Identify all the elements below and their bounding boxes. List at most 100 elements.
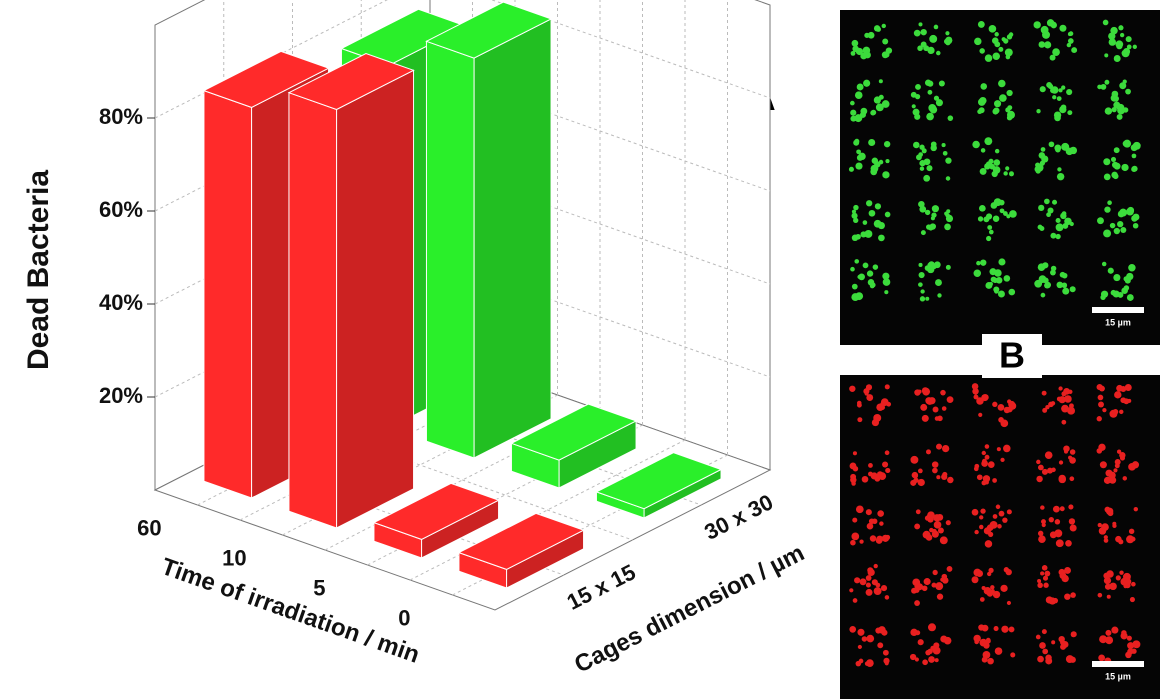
cell-dot: [990, 585, 995, 590]
cell-dot: [991, 37, 999, 44]
cell-dot: [855, 162, 863, 170]
cell-dot: [977, 20, 985, 28]
cell-dot: [882, 38, 889, 45]
cell-dot: [878, 626, 886, 634]
cell-dot: [868, 518, 875, 525]
cell-dot: [920, 41, 927, 48]
cell-dot: [864, 32, 870, 38]
z-axis-title: Cages dimension / µm: [570, 539, 808, 678]
cell-dot: [994, 647, 1003, 655]
cell-dot: [1109, 409, 1118, 418]
cell-dot: [1116, 113, 1123, 120]
cell-dot: [883, 657, 890, 664]
cell-dot: [871, 157, 879, 165]
cell-dot: [945, 176, 951, 181]
cell-dot: [850, 109, 857, 116]
micrographs: 15 µm 15 µm: [840, 10, 1160, 699]
cell-dot: [1041, 468, 1048, 475]
cell-dot: [862, 46, 871, 55]
cell-dot: [938, 80, 945, 87]
cell-dot: [917, 468, 923, 474]
cell-dot: [996, 447, 1001, 452]
cell-dot: [1044, 570, 1051, 577]
cell-dot: [1040, 571, 1045, 576]
cell-dot: [853, 217, 859, 224]
cell-dot: [1119, 82, 1127, 90]
cell-dot: [1050, 232, 1057, 239]
cell-dot: [931, 530, 939, 538]
cell-dot: [994, 32, 999, 37]
cell-dot: [910, 455, 919, 464]
cell-dot: [1007, 399, 1012, 404]
cell-dot: [1096, 383, 1103, 391]
cell-dot: [1069, 449, 1076, 455]
cell-dot: [851, 283, 858, 290]
cell-dot: [995, 504, 1001, 510]
cell-dot: [1119, 570, 1124, 575]
cell-dot: [983, 587, 992, 595]
cell-dot: [942, 444, 950, 453]
cell-dot: [1004, 48, 1013, 57]
cell-dot: [978, 412, 983, 417]
cell-dot: [1008, 288, 1016, 296]
cell-dot: [931, 461, 939, 468]
cell-dot: [1113, 147, 1120, 154]
cell-dot: [911, 104, 916, 109]
cell-dot: [978, 107, 985, 114]
cell-dot: [1056, 172, 1065, 181]
cell-dot: [1046, 19, 1055, 27]
cell-dot: [995, 276, 1003, 284]
cell-dot: [984, 454, 990, 460]
cell-dot: [851, 209, 857, 214]
cell-dot: [884, 211, 891, 218]
cell-dot: [991, 170, 998, 178]
cell-dot: [1059, 271, 1066, 278]
cell-dot: [973, 466, 979, 472]
cell-dot: [857, 644, 862, 650]
cell-dot: [1034, 279, 1043, 288]
cell-dot: [1100, 83, 1107, 90]
bar: [425, 1, 553, 459]
cell-dot: [1067, 110, 1073, 116]
cell-dot: [870, 164, 879, 173]
cell-dot: [982, 651, 991, 659]
bar-face: [202, 50, 330, 108]
cell-dot: [1105, 469, 1113, 477]
cell-dot: [1006, 509, 1012, 515]
cell-dot: [988, 567, 994, 573]
cell-dot: [994, 100, 1002, 108]
cell-dot: [1052, 505, 1060, 513]
cell-dot: [1121, 287, 1128, 294]
cell-dot: [919, 160, 926, 167]
cell-dot: [1120, 397, 1127, 404]
cell-dot: [1054, 529, 1063, 538]
cell-dot: [1045, 404, 1050, 410]
cell-dot: [1044, 41, 1052, 49]
cell-dot: [988, 229, 994, 235]
cell-dot: [932, 646, 941, 655]
bar-face: [336, 69, 415, 529]
cell-dot: [936, 593, 944, 600]
cell-dot: [971, 508, 979, 516]
cell-dot: [1039, 86, 1046, 93]
cell-dot: [1041, 522, 1046, 528]
cell-dot: [1069, 286, 1076, 293]
cell-dot: [855, 47, 864, 56]
cell-dot: [1037, 655, 1044, 663]
cell-dot: [1103, 576, 1112, 585]
cell-dot: [1054, 114, 1061, 122]
cell-dot: [1119, 208, 1128, 217]
cell-dot: [1127, 648, 1134, 655]
cell-dot: [945, 157, 952, 164]
cell-dot: [1097, 217, 1104, 225]
cell-dot: [881, 100, 890, 108]
cell-dot: [1058, 88, 1063, 93]
cell-dot: [972, 140, 980, 149]
cell-dot: [926, 112, 934, 121]
cell-dot: [979, 48, 985, 54]
cell-dot: [875, 103, 884, 112]
cell-dot: [866, 394, 874, 401]
bar-face: [457, 512, 585, 570]
cell-dot: [947, 476, 954, 484]
cell-dot: [860, 231, 867, 238]
